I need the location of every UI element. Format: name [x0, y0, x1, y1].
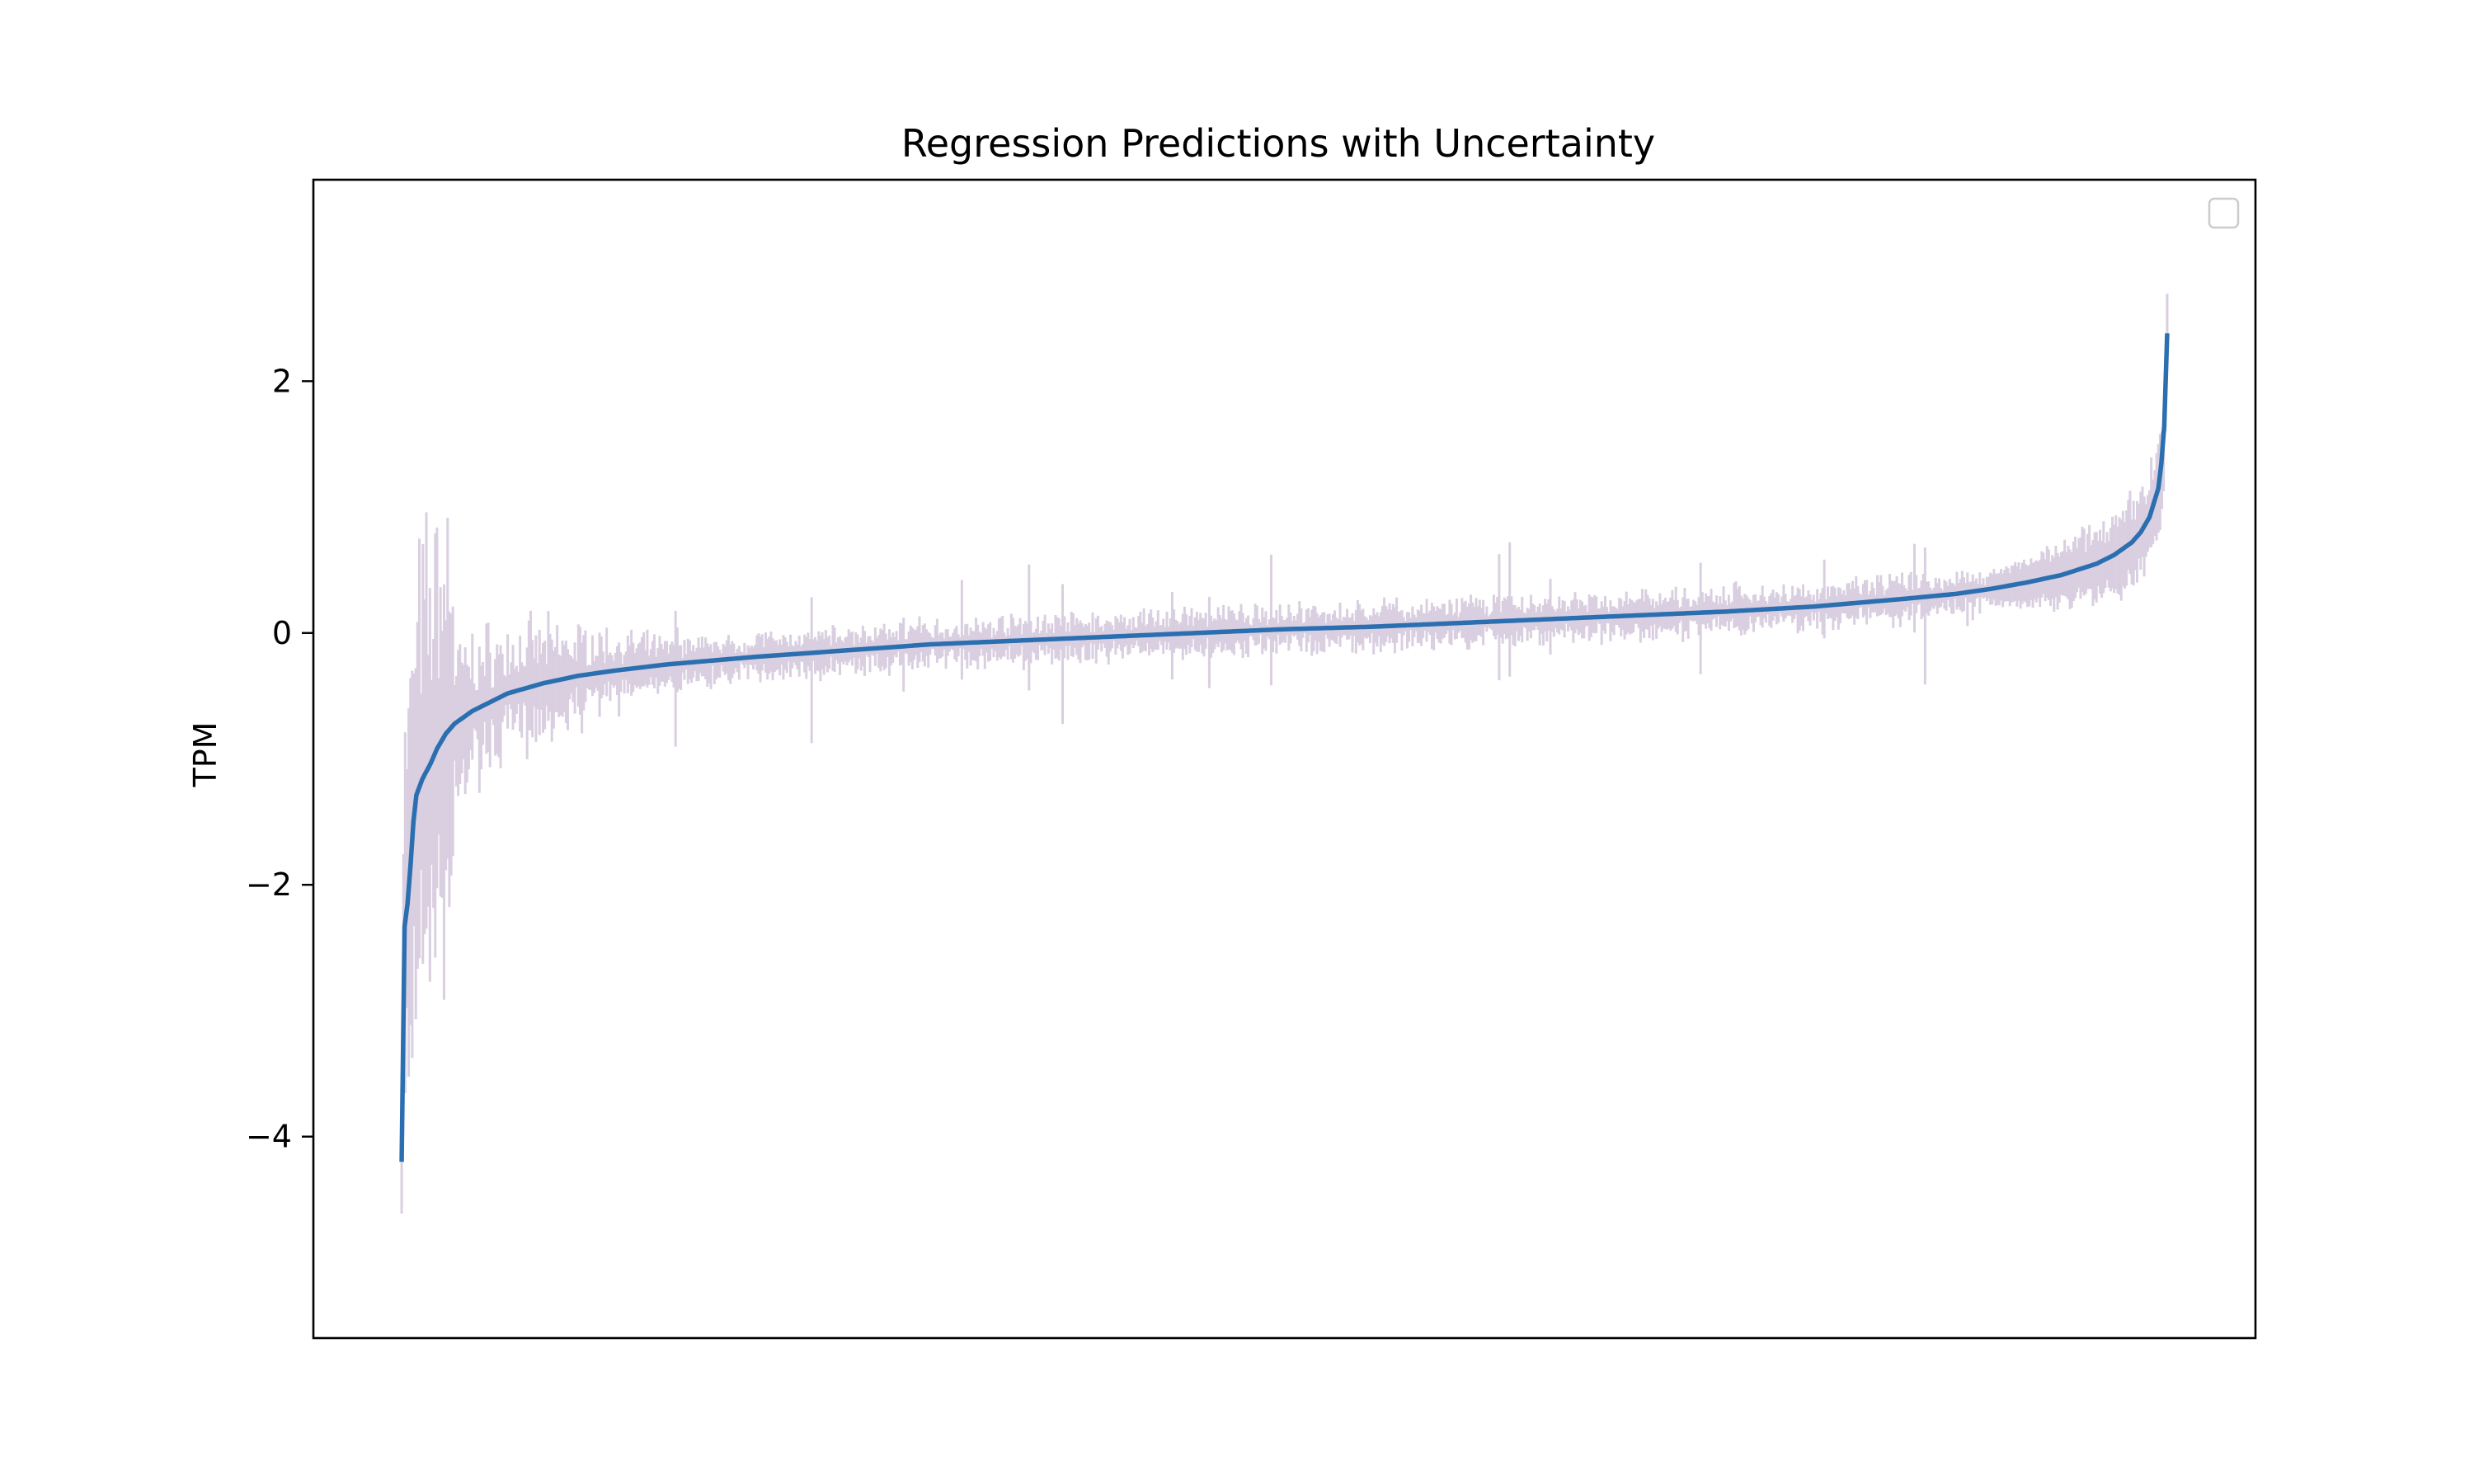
axes-frame	[312, 178, 2257, 1340]
plot-area	[399, 294, 2170, 1214]
error-bars	[400, 294, 2169, 1214]
y-axis-label: TPM	[187, 722, 223, 788]
chart-title: Regression Predictions with Uncertainty	[901, 121, 1655, 166]
y-axis-ticks: −4 −2 0 2	[246, 363, 313, 1155]
y-tick-label: 0	[272, 615, 292, 651]
y-tick-label: −2	[246, 866, 292, 903]
y-tick-label: −4	[246, 1119, 292, 1155]
prediction-line	[399, 333, 2170, 1162]
legend-box	[2208, 197, 2240, 229]
y-tick-label: 2	[272, 363, 292, 399]
